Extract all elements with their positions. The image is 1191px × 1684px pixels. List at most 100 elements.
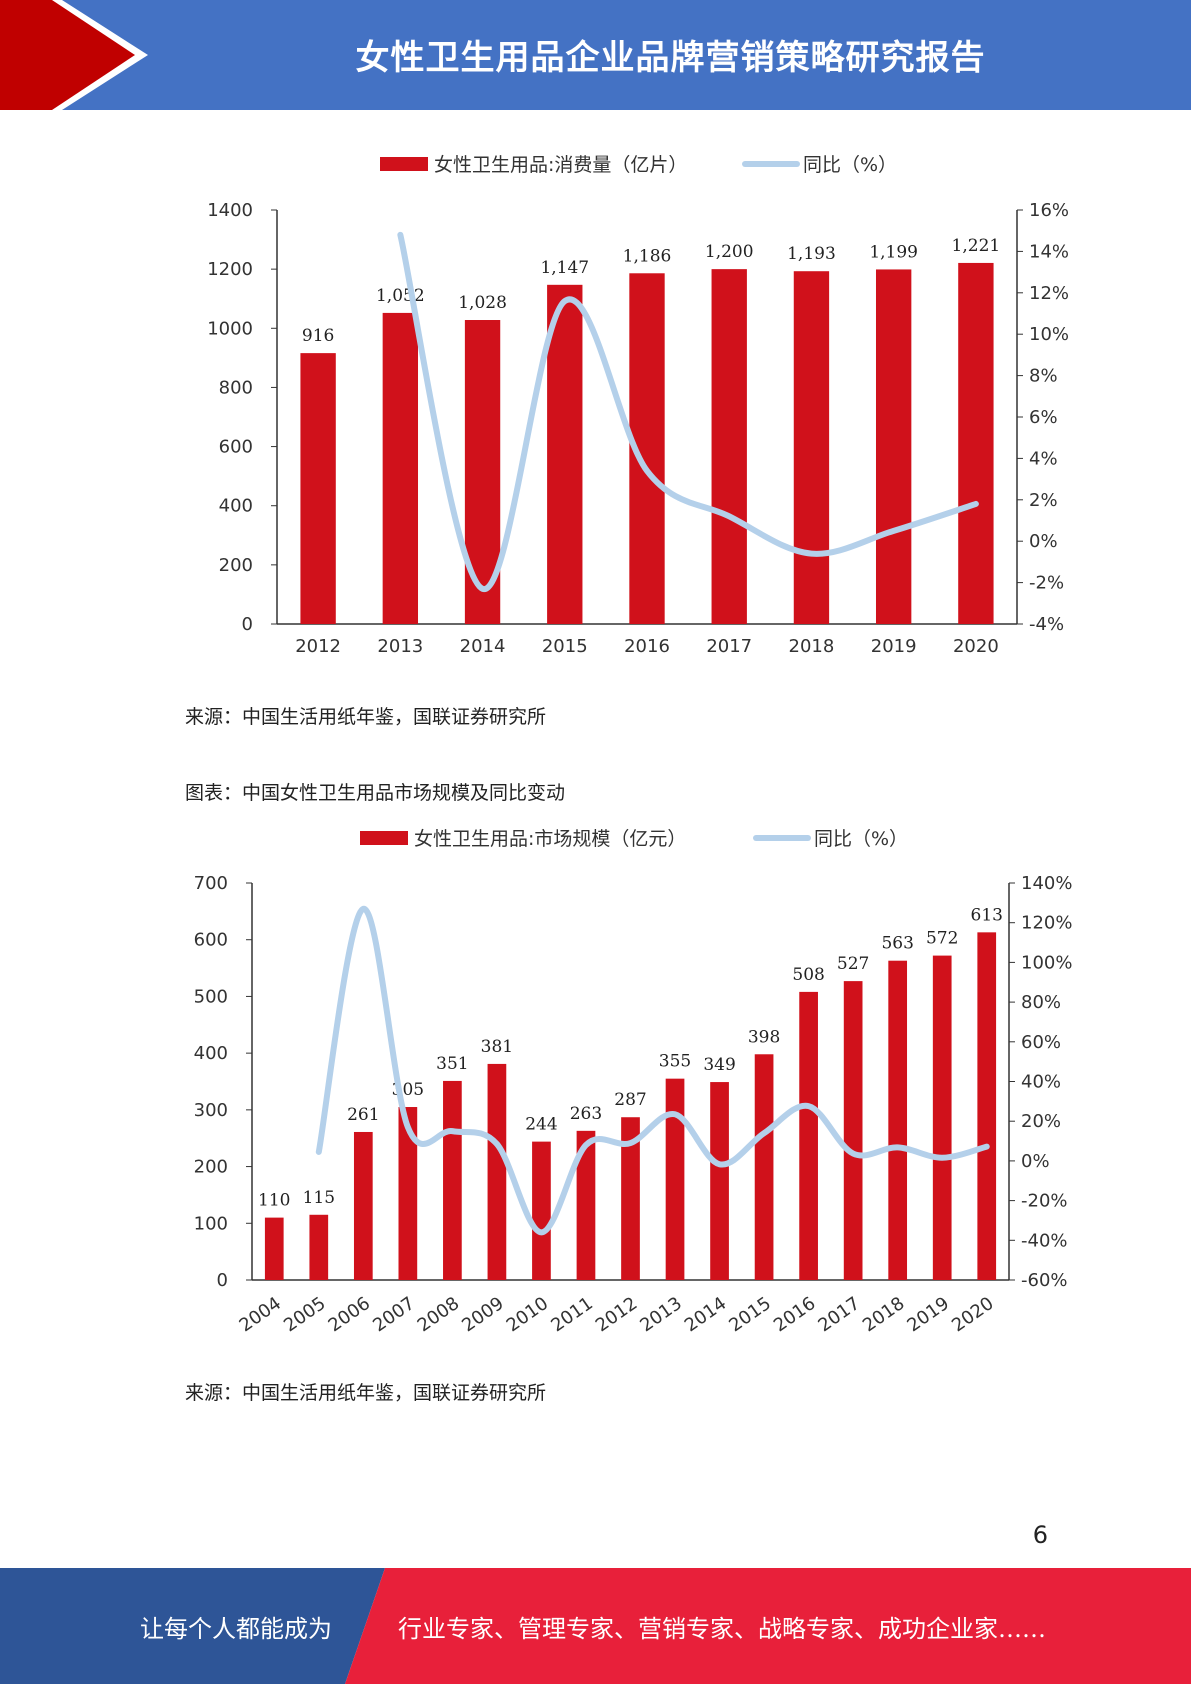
chart2-category-label: 2017 (814, 1293, 864, 1336)
chart2-left-tick-label: 200 (194, 1157, 228, 1178)
chart1-left-tick-label: 600 (219, 437, 253, 458)
chart1-category-label: 2019 (871, 636, 917, 657)
chart2-category-label: 2020 (948, 1293, 998, 1336)
chart2-data-label: 261 (347, 1105, 379, 1125)
chart2-left-tick-label: 600 (194, 930, 228, 951)
chart2-data-label: 351 (436, 1054, 468, 1074)
chart1-data-label: 1,147 (540, 258, 589, 278)
chart1-legend-bar-swatch (380, 157, 428, 171)
chart1-bar (547, 284, 583, 624)
chart2-bar (264, 1217, 284, 1280)
chart1-bar (793, 271, 830, 624)
chart1-right-tick-label: 2% (1029, 490, 1058, 511)
header-chevron-icon (0, 0, 148, 110)
chart1-right-tick-label: 14% (1029, 241, 1069, 262)
chart2-left-tick-label: 400 (194, 1043, 228, 1064)
chart2-bar (888, 960, 908, 1280)
chart2-data-label: 355 (659, 1052, 691, 1072)
chart2-data-label: 287 (614, 1090, 646, 1110)
page-number: 6 (1032, 1521, 1048, 1549)
chart2-category-label: 2011 (547, 1293, 597, 1336)
chart2-bar (799, 991, 818, 1280)
chart1-right-tick-label: 4% (1029, 448, 1058, 469)
chart2-right-tick-label: -40% (1021, 1230, 1068, 1251)
chart2-bar (843, 981, 863, 1280)
page-title: 女性卫生用品企业品牌营销策略研究报告 (355, 37, 986, 78)
header-banner: 女性卫生用品企业品牌营销策略研究报告 (0, 0, 1191, 110)
chart2-bar (487, 1063, 507, 1280)
chart2-category-label: 2013 (636, 1293, 686, 1336)
consumption-chart: 女性卫生用品:消费量（亿片） 同比（%） 0 200 400 600 800 1000 1200… (0, 140, 1191, 670)
chart1-bar (300, 353, 336, 624)
chart1-data-label: 1,028 (458, 293, 507, 313)
chart2-right-tick-label: 40% (1021, 1072, 1061, 1093)
chart2-left-tick-label: 700 (194, 873, 228, 894)
chart2-legend-line-label: 同比（%） (814, 828, 908, 850)
chart2-right-tick-label: 20% (1021, 1111, 1061, 1132)
chart2-right-tick-label: 140% (1021, 873, 1072, 894)
chart2-source: 来源：中国生活用纸年鉴，国联证券研究所 (185, 1382, 547, 1404)
chart1-yoy-line (397, 231, 979, 592)
chart2-bar (977, 932, 997, 1280)
chart2-category-label: 2015 (725, 1293, 775, 1336)
chart2-category-label: 2019 (904, 1293, 954, 1336)
chart1-category-label: 2020 (953, 636, 999, 657)
chart1-right-tick-label: 6% (1029, 407, 1058, 428)
chart1-legend-bar-label: 女性卫生用品:消费量（亿片） (434, 154, 687, 176)
chart1-right-tick-label: 10% (1029, 324, 1069, 345)
chart1-left-tick-label: 1400 (207, 200, 253, 221)
chart1-data-label: 1,186 (623, 246, 672, 266)
chart1-legend-line-label: 同比（%） (803, 154, 897, 176)
chart2-category-label: 2007 (369, 1293, 419, 1336)
chart1-bar (382, 312, 419, 624)
footer-right-band (345, 1568, 1191, 1684)
chart2-data-label: 572 (926, 929, 958, 949)
chart1-bar (958, 262, 994, 624)
chart2-category-label: 2010 (503, 1293, 553, 1336)
chart2-category-label: 2016 (770, 1293, 820, 1336)
chart1-right-tick-label: 12% (1029, 283, 1069, 304)
chart1-source: 来源：中国生活用纸年鉴，国联证券研究所 (185, 706, 547, 728)
chart2-bar (443, 1080, 462, 1280)
chart2-category-label: 2006 (325, 1293, 375, 1336)
chart2-bar (532, 1141, 551, 1280)
chart2-bar (754, 1054, 774, 1280)
chart2-data-label: 110 (258, 1191, 290, 1211)
chart2-legend-bar-swatch (360, 831, 408, 845)
chart1-right-tick-label: 8% (1029, 366, 1058, 387)
footer-left-band (0, 1568, 385, 1684)
chart2-right-tick-label: 80% (1021, 992, 1061, 1013)
chart2-left-tick-label: 100 (194, 1213, 228, 1234)
chart1-left-tick-label: 1200 (207, 259, 253, 280)
chart2-bar (309, 1214, 329, 1280)
chart2-legend-bar-label: 女性卫生用品:市场规模（亿元） (414, 828, 686, 850)
chart2-bar (665, 1078, 685, 1280)
chart1-left-tick-label: 1000 (207, 318, 253, 339)
chart2-category-label: 2005 (280, 1293, 330, 1336)
chart2-right-tick-label: -20% (1021, 1191, 1068, 1212)
chart2-bar (621, 1117, 640, 1280)
chart2-right-tick-label: 0% (1021, 1151, 1050, 1172)
chart2-caption: 图表：中国女性卫生用品市场规模及同比变动 (185, 782, 566, 804)
chart1-bar (875, 269, 912, 624)
chart2-yoy-line (315, 905, 990, 1236)
chart2-bar (576, 1130, 596, 1280)
chart1-data-label: 1,193 (787, 244, 836, 264)
chart1-left-tick-label: 800 (219, 377, 253, 398)
chart2-category-label: 2012 (592, 1293, 642, 1336)
chart2-left-tick-label: 0 (217, 1270, 228, 1291)
chart1-left-tick-label: 400 (219, 496, 253, 517)
chart2-data-label: 398 (748, 1027, 780, 1047)
chart1-right-tick-label: -4% (1029, 614, 1064, 635)
chart1-left-tick-label: 0 (242, 614, 253, 635)
footer-slogan-right: 行业专家、管理专家、营销专家、战略专家、成功企业家…… (398, 1614, 1046, 1643)
chart2-data-label: 244 (525, 1115, 557, 1135)
chart1-right-tick-label: -2% (1029, 573, 1064, 594)
chart2-right-tick-label: 100% (1021, 952, 1072, 973)
chart2-category-label: 2004 (236, 1293, 286, 1336)
chart2-category-label: 2018 (859, 1293, 909, 1336)
chart1-data-label: 916 (302, 326, 334, 346)
chart1-data-label: 1,221 (952, 236, 1001, 256)
chart1-category-label: 2017 (706, 636, 752, 657)
chart2-data-label: 349 (703, 1055, 735, 1075)
